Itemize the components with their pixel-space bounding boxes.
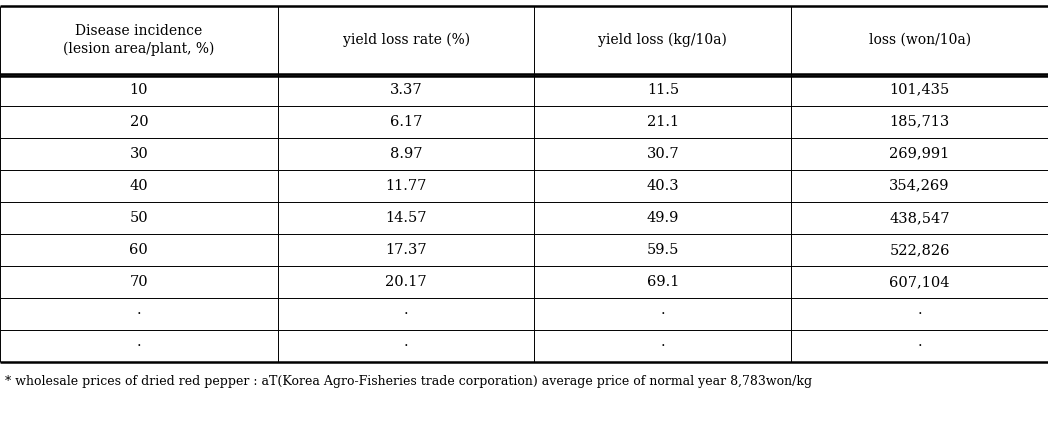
Text: Disease incidence
(lesion area/plant, %): Disease incidence (lesion area/plant, %) xyxy=(63,24,215,56)
Text: 11.77: 11.77 xyxy=(386,179,427,193)
Text: ·: · xyxy=(917,339,922,353)
Text: 69.1: 69.1 xyxy=(647,275,679,289)
Text: 20.17: 20.17 xyxy=(386,275,427,289)
Text: 30: 30 xyxy=(130,147,148,161)
Text: 354,269: 354,269 xyxy=(890,179,949,193)
Text: 438,547: 438,547 xyxy=(890,211,949,225)
Text: 20: 20 xyxy=(130,115,148,129)
Text: 49.9: 49.9 xyxy=(647,211,679,225)
Text: yield loss rate (%): yield loss rate (%) xyxy=(343,33,470,47)
Text: 60: 60 xyxy=(130,243,148,257)
Text: 8.97: 8.97 xyxy=(390,147,422,161)
Text: 40.3: 40.3 xyxy=(647,179,679,193)
Text: 70: 70 xyxy=(130,275,148,289)
Text: 269,991: 269,991 xyxy=(890,147,949,161)
Text: loss (won/10a): loss (won/10a) xyxy=(869,33,970,47)
Text: ·: · xyxy=(136,339,141,353)
Text: ·: · xyxy=(136,307,141,321)
Text: 40: 40 xyxy=(130,179,148,193)
Text: ·: · xyxy=(403,307,409,321)
Text: 14.57: 14.57 xyxy=(386,211,427,225)
Text: yield loss (kg/10a): yield loss (kg/10a) xyxy=(598,33,727,47)
Text: 21.1: 21.1 xyxy=(647,115,679,129)
Text: 30.7: 30.7 xyxy=(647,147,679,161)
Text: 101,435: 101,435 xyxy=(890,83,949,97)
Text: 185,713: 185,713 xyxy=(890,115,949,129)
Text: ·: · xyxy=(660,339,665,353)
Text: 607,104: 607,104 xyxy=(890,275,949,289)
Text: 50: 50 xyxy=(130,211,148,225)
Text: 6.17: 6.17 xyxy=(390,115,422,129)
Text: 59.5: 59.5 xyxy=(647,243,679,257)
Text: 10: 10 xyxy=(130,83,148,97)
Text: * wholesale prices of dried red pepper : aT(Korea Agro-Fisheries trade corporati: * wholesale prices of dried red pepper :… xyxy=(5,375,812,388)
Text: ·: · xyxy=(660,307,665,321)
Text: 17.37: 17.37 xyxy=(386,243,427,257)
Text: 11.5: 11.5 xyxy=(647,83,679,97)
Text: ·: · xyxy=(917,307,922,321)
Text: ·: · xyxy=(403,339,409,353)
Text: 3.37: 3.37 xyxy=(390,83,422,97)
Text: 522,826: 522,826 xyxy=(890,243,949,257)
